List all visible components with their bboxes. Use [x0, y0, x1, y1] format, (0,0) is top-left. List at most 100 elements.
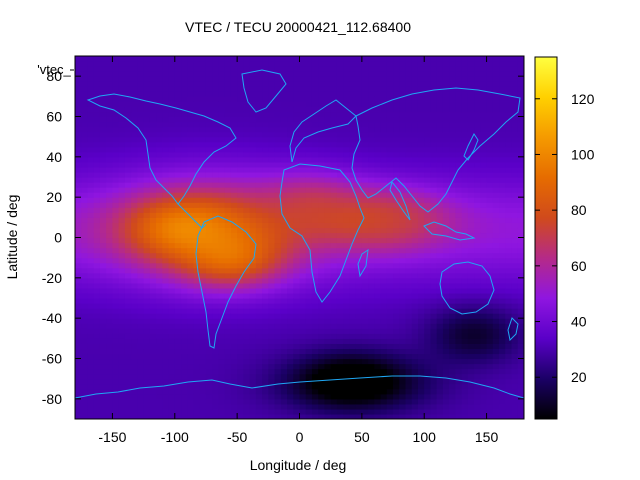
heat-cell: [193, 363, 201, 370]
heat-cell: [449, 101, 457, 108]
heat-cell: [243, 358, 251, 365]
heat-cell: [93, 161, 101, 168]
heat-cell: [411, 408, 419, 415]
heat-cell: [162, 212, 170, 218]
heat-cell: [75, 116, 82, 123]
heat-cell: [330, 86, 338, 92]
heat-cell: [143, 136, 151, 143]
heat-cell: [93, 222, 101, 229]
heat-cell: [156, 292, 163, 299]
heat-cell: [168, 282, 176, 289]
heat-cell: [87, 378, 95, 385]
heat-cell: [75, 378, 82, 385]
heat-cell: [361, 101, 369, 108]
heat-cell: [87, 146, 95, 153]
heat-cell: [280, 298, 288, 304]
heat-cell: [274, 338, 282, 344]
heat-cell: [162, 368, 170, 375]
heat-cell: [424, 177, 432, 183]
heat-cell: [417, 353, 425, 360]
heat-cell: [81, 323, 89, 329]
heat-cell: [162, 408, 170, 415]
heat-cell: [461, 242, 469, 249]
heat-cell: [405, 146, 413, 153]
heat-cell: [99, 408, 107, 415]
heat-cell: [461, 197, 469, 203]
heat-cell: [461, 202, 469, 208]
heat-cell: [455, 111, 463, 118]
heat-cell: [87, 383, 95, 390]
heat-cell: [93, 197, 101, 203]
heat-cell: [486, 413, 494, 419]
heat-cell: [324, 71, 332, 77]
heat-cell: [324, 298, 332, 304]
heat-cell: [411, 308, 419, 314]
heat-cell: [124, 61, 132, 67]
heat-cell: [474, 217, 481, 223]
heat-cell: [343, 217, 350, 223]
heat-cell: [143, 408, 151, 415]
heat-cell: [255, 328, 263, 334]
heat-cell: [168, 126, 176, 133]
heat-cell: [268, 313, 276, 319]
heat-cell: [305, 202, 313, 208]
heat-cell: [368, 232, 375, 239]
heat-cell: [393, 403, 400, 410]
heat-cell: [168, 333, 176, 339]
heat-cell: [374, 227, 382, 234]
heat-cell: [492, 403, 500, 410]
heat-cell: [156, 141, 163, 148]
heat-cell: [106, 101, 114, 108]
heat-cell: [118, 197, 126, 203]
heat-cell: [118, 146, 126, 153]
heat-cell: [156, 212, 163, 218]
heat-cell: [193, 151, 201, 158]
heat-cell: [93, 171, 101, 178]
heat-cell: [137, 197, 145, 203]
heat-cell: [311, 91, 319, 97]
heat-cell: [237, 252, 244, 259]
heat-cell: [424, 257, 432, 264]
heat-cell: [467, 202, 475, 208]
heat-cell: [181, 202, 188, 208]
heat-cell: [237, 141, 244, 148]
heat-cell: [218, 182, 226, 188]
heat-cell: [287, 343, 294, 350]
heat-cell: [243, 343, 251, 350]
heat-cell: [393, 177, 400, 183]
heat-cell: [255, 151, 263, 158]
heat-cell: [243, 166, 251, 173]
heat-cell: [405, 177, 413, 183]
heat-cell: [243, 353, 251, 360]
heat-cell: [399, 76, 407, 82]
heat-cell: [274, 398, 282, 405]
heat-cell: [355, 121, 363, 128]
heat-cell: [205, 76, 213, 82]
heat-cell: [168, 91, 176, 97]
heat-cell: [87, 358, 95, 365]
heat-cell: [417, 388, 425, 395]
heat-cell: [137, 212, 145, 218]
heat-cell: [305, 151, 313, 158]
heat-cell: [143, 323, 151, 329]
heat-cell: [311, 257, 319, 264]
heat-cell: [486, 313, 494, 319]
heat-cell: [480, 212, 488, 218]
heat-cell: [380, 166, 388, 173]
heat-cell: [99, 217, 107, 223]
heat-cell: [480, 298, 488, 304]
heat-cell: [131, 56, 138, 62]
heat-cell: [87, 156, 95, 163]
heat-cell: [361, 207, 369, 213]
heat-cell: [380, 182, 388, 188]
heat-cell: [131, 182, 138, 188]
heat-cell: [243, 81, 251, 87]
heat-cell: [268, 161, 276, 168]
heat-cell: [361, 383, 369, 390]
heat-cell: [199, 287, 207, 294]
heat-cell: [492, 393, 500, 400]
heat-cell: [417, 212, 425, 218]
heat-cell: [461, 187, 469, 193]
heat-cell: [124, 277, 132, 284]
heat-cell: [137, 298, 145, 304]
